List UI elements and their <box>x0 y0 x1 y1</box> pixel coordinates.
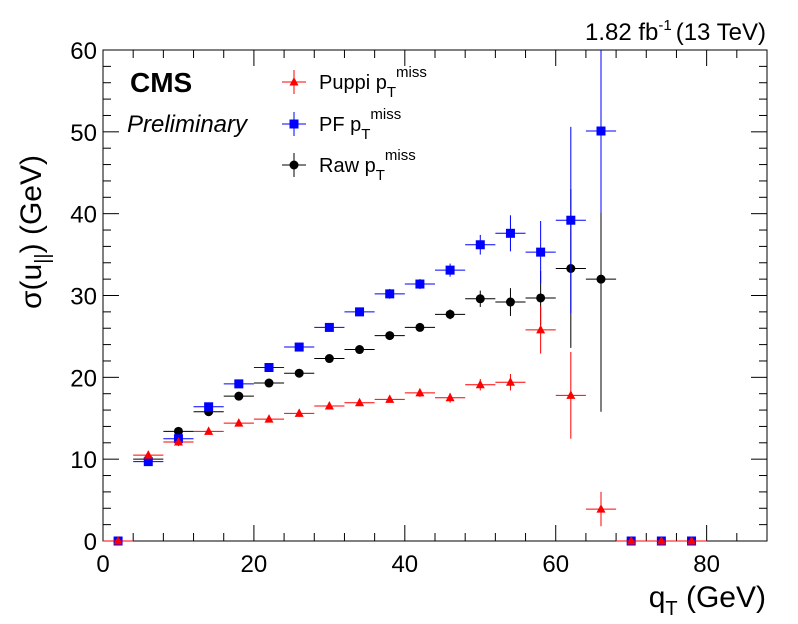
legend-marker <box>289 119 299 129</box>
data-point <box>113 536 123 545</box>
data-point <box>445 309 455 319</box>
data-point <box>355 345 365 355</box>
status-label: Preliminary <box>127 111 249 138</box>
data-point <box>264 414 274 423</box>
x-tick-labels: 0 20 40 60 80 <box>96 551 720 578</box>
data-point <box>475 240 485 250</box>
legend-item-raw: Raw pTmiss <box>282 147 416 184</box>
data-point <box>505 377 515 386</box>
data-point <box>445 265 455 275</box>
data-point <box>234 379 244 389</box>
data-point <box>415 279 425 289</box>
data-point <box>204 402 214 412</box>
data-point <box>355 307 365 317</box>
data-point <box>596 504 606 513</box>
data-point <box>656 536 666 545</box>
legend-marker <box>289 77 299 86</box>
data-point <box>536 247 546 257</box>
data-point <box>415 387 425 397</box>
data-point <box>204 426 214 435</box>
luminosity-label: 1.82 fb-1 (13 TeV) <box>585 17 766 46</box>
data-point <box>294 342 304 352</box>
data-point <box>687 536 697 545</box>
experiment-label: CMS <box>130 67 192 98</box>
data-point <box>143 450 153 459</box>
data-point <box>475 379 485 389</box>
legend-item-puppi: Puppi pTmiss <box>282 64 427 101</box>
data-point <box>173 436 183 446</box>
data-point <box>596 126 606 136</box>
y-tick-labels: 0 10 20 30 40 50 60 <box>70 38 97 556</box>
x-tick-label: 0 <box>96 551 109 578</box>
data-point <box>294 408 304 417</box>
energy-value: (13 TeV) <box>676 19 766 46</box>
x-tick-label: 60 <box>542 551 569 578</box>
data-point <box>234 418 244 427</box>
x-tick-label: 20 <box>241 551 268 578</box>
data-point <box>385 394 395 403</box>
y-tick-label: 40 <box>70 202 97 229</box>
legend-marker <box>289 160 299 170</box>
axis-ticks <box>102 49 768 542</box>
data-point <box>173 426 183 436</box>
y-tick-label: 0 <box>84 529 97 556</box>
data-point <box>324 400 334 410</box>
data-point <box>536 293 546 303</box>
data-point <box>415 322 425 332</box>
data-point <box>234 391 244 401</box>
data-point <box>324 354 334 364</box>
legend-label: PF pTmiss <box>319 106 401 143</box>
data-point <box>536 324 546 334</box>
data-point <box>475 294 485 304</box>
data-point <box>294 368 304 378</box>
data-point <box>385 289 395 299</box>
lumi-value: 1.82 fb <box>585 19 658 46</box>
x-tick-label: 40 <box>391 551 418 578</box>
data-point <box>264 378 274 388</box>
y-tick-label: 60 <box>70 38 97 65</box>
data-point <box>143 457 153 467</box>
legend-label: Raw pTmiss <box>319 147 416 184</box>
series-raw <box>103 146 707 546</box>
y-tick-label: 10 <box>70 447 97 474</box>
data-point <box>566 390 576 399</box>
data-point <box>385 331 395 341</box>
legend: Puppi pTmiss PF pTmiss Raw pTmiss <box>282 64 427 184</box>
series-puppi <box>103 306 707 545</box>
data-point <box>264 363 274 373</box>
data-point <box>445 392 455 402</box>
y-tick-label: 30 <box>70 284 97 311</box>
legend-label: Puppi pTmiss <box>319 64 427 101</box>
data-point <box>505 297 515 307</box>
y-tick-label: 50 <box>70 120 97 147</box>
y-axis-title: σ(u||) (GeV) <box>15 155 54 309</box>
data-point <box>596 274 606 284</box>
legend-item-pf: PF pTmiss <box>282 106 401 143</box>
x-axis-title: qT (GeV) <box>649 581 766 620</box>
data-point <box>566 215 576 225</box>
data-series <box>103 50 707 546</box>
data-point <box>626 536 636 545</box>
data-point <box>505 228 515 238</box>
x-tick-label: 80 <box>693 551 720 578</box>
y-tick-label: 20 <box>70 365 97 392</box>
data-point <box>324 322 334 332</box>
data-point <box>355 397 365 407</box>
lumi-exponent: -1 <box>658 17 671 34</box>
